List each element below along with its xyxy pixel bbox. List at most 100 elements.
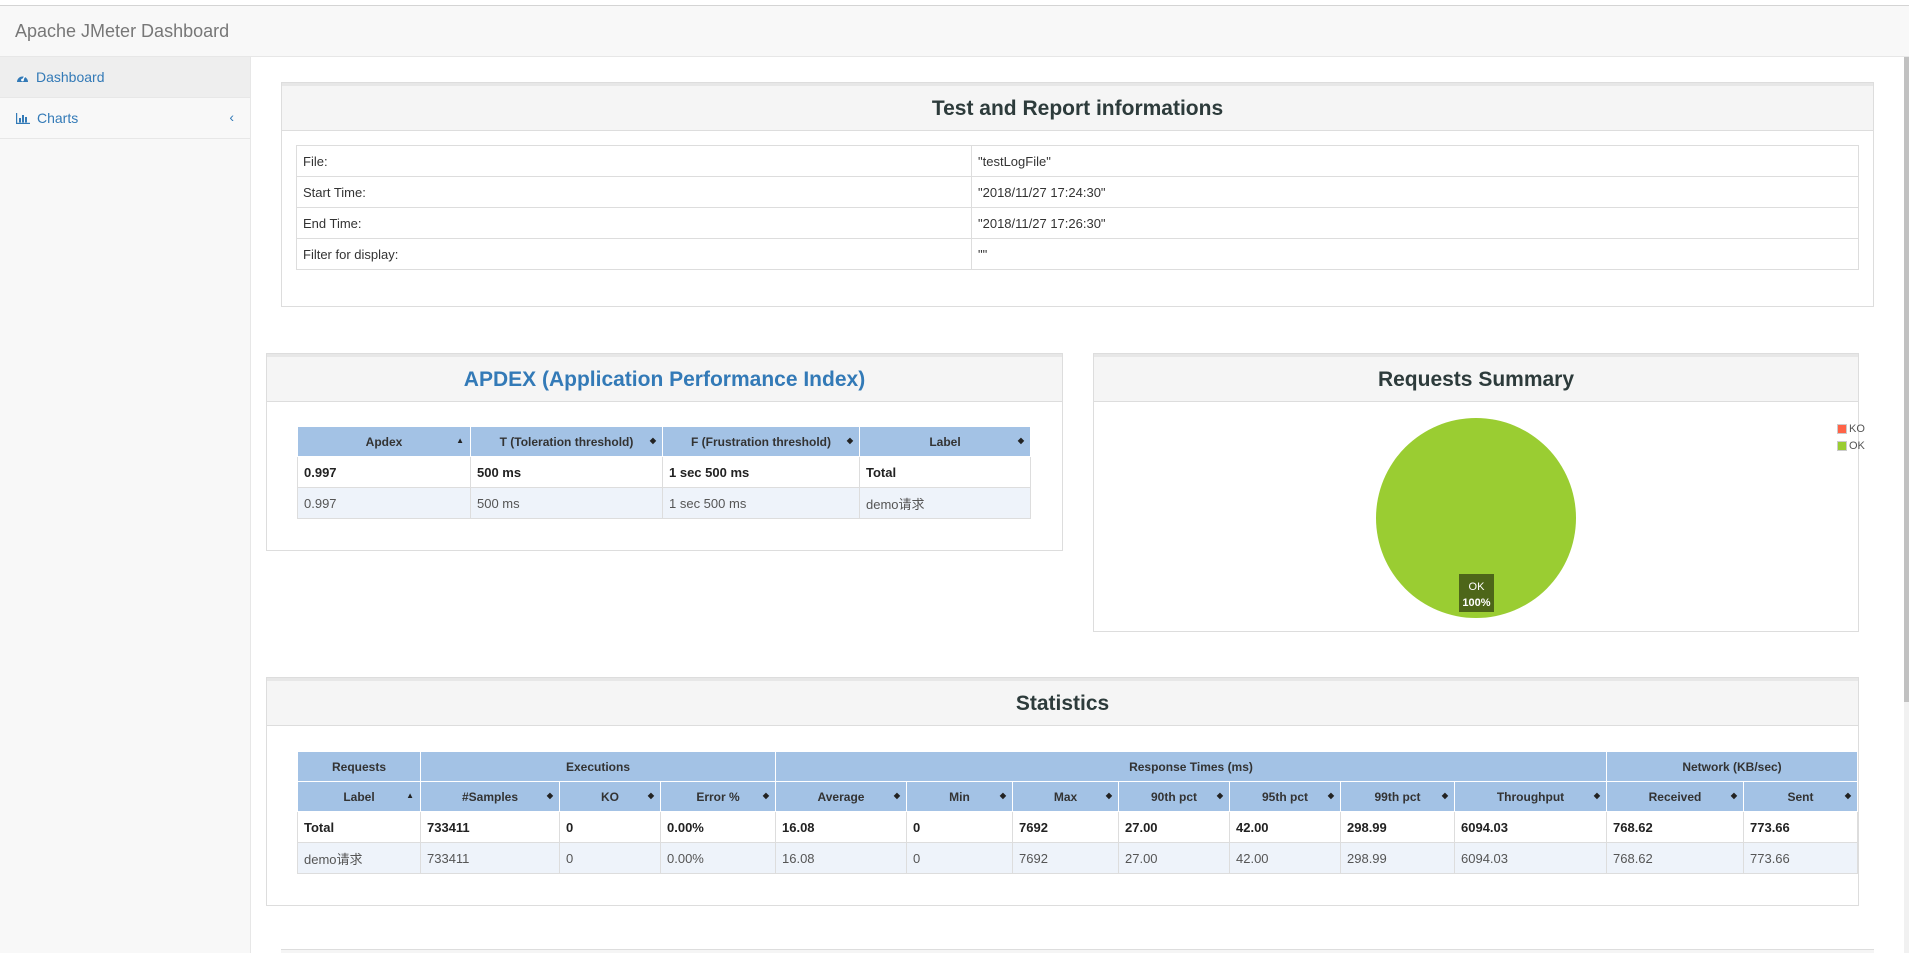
table-cell: 16.08 [775,811,907,843]
sort-icon: ◆ [1327,791,1334,800]
requests-pie-chart[interactable]: OK 100% [1094,403,1858,631]
table-cell: 773.66 [1743,811,1858,843]
sort-icon: ◆ [1593,791,1600,800]
sidebar-item-dashboard[interactable]: Dashboard [0,57,250,98]
table-cell: 0.00% [660,811,776,843]
table-cell: 0 [906,811,1013,843]
sort-icon: ◆ [1216,791,1223,800]
col-max[interactable]: Max ◆ [1012,781,1119,812]
sort-icon: ◆ [649,436,656,445]
col-throughput[interactable]: Throughput ◆ [1454,781,1607,812]
table-cell: 768.62 [1606,811,1744,843]
table-cell: Total [859,456,1031,488]
table-cell: 16.08 [775,842,907,874]
table-row-total: Total 733411 0 0.00% 16.08 0 7692 27.00 … [297,811,1858,843]
table-row: 0.997 500 ms 1 sec 500 ms demo请求 [297,487,1031,519]
info-key: Filter for display: [296,238,972,270]
table-cell: 0.00% [660,842,776,874]
legend-swatch-ok [1837,441,1847,451]
col-min[interactable]: Min ◆ [906,781,1013,812]
info-value: "testLogFile" [971,145,1859,177]
table-row: demo请求 733411 0 0.00% 16.08 0 7692 27.00… [297,842,1858,874]
pie-slice-label: OK [1469,581,1486,593]
table-cell: 1 sec 500 ms [662,456,860,488]
window-top-border [0,0,1909,6]
pie-slice-percent: 100% [1462,597,1490,609]
table-cell: 500 ms [470,456,663,488]
info-value: "2018/11/27 17:26:30" [971,207,1859,239]
col-99th-pct[interactable]: 99th pct ◆ [1340,781,1455,812]
table-cell: 733411 [420,842,560,874]
col-95th-pct[interactable]: 95th pct ◆ [1229,781,1341,812]
info-row: End Time: "2018/11/27 17:26:30" [296,207,1859,239]
legend-label: KO [1849,423,1865,435]
info-value: "2018/11/27 17:24:30" [971,176,1859,208]
requests-summary-title: Requests Summary [1094,354,1858,402]
sort-icon: ◆ [893,791,900,800]
col-error-pct[interactable]: Error % ◆ [660,781,776,812]
col-90th-pct[interactable]: 90th pct ◆ [1118,781,1230,812]
table-cell: 7692 [1012,842,1119,874]
group-network: Network (KB/sec) [1606,751,1858,782]
legend-item-ko[interactable]: KO [1837,423,1865,435]
table-cell: demo请求 [297,842,421,874]
sort-icon: ◆ [1017,436,1024,445]
col-average[interactable]: Average ◆ [775,781,907,812]
table-cell: 1 sec 500 ms [662,487,860,519]
sort-icon: ◆ [546,791,553,800]
table-cell: 0 [559,842,661,874]
table-cell: demo请求 [859,487,1031,519]
table-cell: 733411 [420,811,560,843]
apdex-column-header[interactable]: Apdex ▲ [297,426,471,457]
table-cell: 0 [906,842,1013,874]
sort-asc-icon: ▲ [456,436,464,445]
table-cell: 768.62 [1606,842,1744,874]
pie-slice-label-box [1459,574,1494,612]
sort-icon: ◆ [647,791,654,800]
requests-summary-panel: Requests Summary OK 100% KO OK [1093,353,1865,632]
info-value: "" [971,238,1859,270]
table-cell: 0 [559,811,661,843]
col-ko[interactable]: KO ◆ [559,781,661,812]
info-key: End Time: [296,207,972,239]
table-cell: 7692 [1012,811,1119,843]
sidebar: Dashboard Charts ‹ [0,57,251,953]
info-row: Filter for display: "" [296,238,1859,270]
sidebar-item-charts[interactable]: Charts ‹ [0,98,250,139]
table-cell: 27.00 [1118,842,1230,874]
group-executions: Executions [420,751,776,782]
table-cell: 298.99 [1340,842,1455,874]
col-samples[interactable]: #Samples ◆ [420,781,560,812]
pie-slice-ok[interactable] [1376,418,1576,618]
table-cell: 500 ms [470,487,663,519]
sort-icon: ◆ [762,791,769,800]
table-cell: Total [297,811,421,843]
apdex-table: Apdex ▲ T (Toleration threshold) ◆ F (Frus… [297,426,1031,519]
legend-item-ok[interactable]: OK [1837,440,1865,452]
col-label[interactable]: Label ▲ [297,781,421,812]
info-panel-title: Test and Report informations [282,83,1873,131]
table-cell: 0.997 [297,487,471,519]
statistics-panel: Statistics Requests Executions Response … [266,677,1859,906]
sort-asc-icon: ▲ [406,791,414,800]
toleration-column-header[interactable]: T (Toleration threshold) ◆ [470,426,663,457]
sort-icon: ◆ [1844,791,1851,800]
col-received[interactable]: Received ◆ [1606,781,1744,812]
sort-icon: ◆ [999,791,1006,800]
statistics-panel-title: Statistics [267,678,1858,726]
info-table: File: "testLogFile" Start Time: "2018/11… [296,145,1859,270]
col-sent[interactable]: Sent ◆ [1743,781,1858,812]
table-cell: 6094.03 [1454,842,1607,874]
sidebar-item-label: Charts [37,110,79,126]
chevron-left-icon[interactable]: ‹ [229,109,234,125]
frustration-column-header[interactable]: F (Frustration threshold) ◆ [662,426,860,457]
dashboard-icon [17,75,28,82]
table-cell: 773.66 [1743,842,1858,874]
app-title[interactable]: Apache JMeter Dashboard [15,21,230,41]
page-scrollbar-thumb[interactable] [1904,57,1909,702]
label-column-header[interactable]: Label ◆ [859,426,1031,457]
legend-swatch-ko [1837,424,1847,434]
sort-icon: ◆ [1730,791,1737,800]
sidebar-item-label: Dashboard [36,69,105,85]
table-cell: 0.997 [297,456,471,488]
